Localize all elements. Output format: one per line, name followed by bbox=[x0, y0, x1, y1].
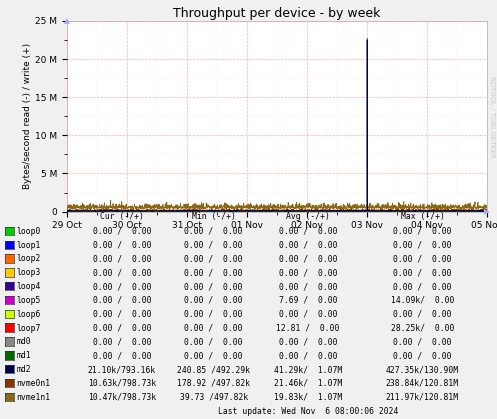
Text: 0.00 /  0.00: 0.00 / 0.00 bbox=[279, 268, 337, 277]
Text: Min (-/+): Min (-/+) bbox=[192, 212, 236, 221]
Text: 14.09k/  0.00: 14.09k/ 0.00 bbox=[391, 296, 454, 305]
Text: 0.00 /  0.00: 0.00 / 0.00 bbox=[393, 337, 452, 347]
Text: 240.85 /492.29k: 240.85 /492.29k bbox=[177, 365, 250, 374]
Text: 0.00 /  0.00: 0.00 / 0.00 bbox=[393, 282, 452, 291]
Text: 0.00 /  0.00: 0.00 / 0.00 bbox=[184, 282, 243, 291]
Text: 0.00 /  0.00: 0.00 / 0.00 bbox=[393, 227, 452, 236]
Y-axis label: Bytes/second read (-) / write (+): Bytes/second read (-) / write (+) bbox=[23, 43, 32, 189]
Text: 10.47k/798.73k: 10.47k/798.73k bbox=[87, 393, 156, 402]
Text: 0.00 /  0.00: 0.00 / 0.00 bbox=[184, 227, 243, 236]
Text: loop1: loop1 bbox=[16, 241, 41, 250]
Text: RDTOOL / TOBI OETKER: RDTOOL / TOBI OETKER bbox=[489, 76, 495, 158]
Text: md1: md1 bbox=[16, 351, 31, 360]
Text: 238.84k/120.81M: 238.84k/120.81M bbox=[386, 379, 459, 388]
Text: 0.00 /  0.00: 0.00 / 0.00 bbox=[279, 254, 337, 264]
Text: 0.00 /  0.00: 0.00 / 0.00 bbox=[92, 282, 151, 291]
Text: 0.00 /  0.00: 0.00 / 0.00 bbox=[279, 282, 337, 291]
Text: 0.00 /  0.00: 0.00 / 0.00 bbox=[279, 227, 337, 236]
Text: 0.00 /  0.00: 0.00 / 0.00 bbox=[393, 351, 452, 360]
Text: 0.00 /  0.00: 0.00 / 0.00 bbox=[92, 268, 151, 277]
Text: 0.00 /  0.00: 0.00 / 0.00 bbox=[393, 241, 452, 250]
Text: Cur (-/+): Cur (-/+) bbox=[100, 212, 144, 221]
Text: 0.00 /  0.00: 0.00 / 0.00 bbox=[279, 351, 337, 360]
Text: 7.69 /  0.00: 7.69 / 0.00 bbox=[279, 296, 337, 305]
Text: loop7: loop7 bbox=[16, 323, 41, 333]
Text: loop2: loop2 bbox=[16, 254, 41, 264]
Text: 0.00 /  0.00: 0.00 / 0.00 bbox=[184, 268, 243, 277]
Text: 0.00 /  0.00: 0.00 / 0.00 bbox=[92, 310, 151, 319]
Text: 41.29k/  1.07M: 41.29k/ 1.07M bbox=[274, 365, 342, 374]
Text: 178.92 /497.82k: 178.92 /497.82k bbox=[177, 379, 250, 388]
Text: Max (-/+): Max (-/+) bbox=[401, 212, 444, 221]
Text: 10.63k/798.73k: 10.63k/798.73k bbox=[87, 379, 156, 388]
Text: loop6: loop6 bbox=[16, 310, 41, 319]
Text: 0.00 /  0.00: 0.00 / 0.00 bbox=[184, 254, 243, 264]
Text: loop0: loop0 bbox=[16, 227, 41, 236]
Text: 0.00 /  0.00: 0.00 / 0.00 bbox=[92, 254, 151, 264]
Text: 0.00 /  0.00: 0.00 / 0.00 bbox=[184, 296, 243, 305]
Text: 0.00 /  0.00: 0.00 / 0.00 bbox=[393, 310, 452, 319]
Text: md2: md2 bbox=[16, 365, 31, 374]
Text: 28.25k/  0.00: 28.25k/ 0.00 bbox=[391, 323, 454, 333]
Text: 0.00 /  0.00: 0.00 / 0.00 bbox=[92, 351, 151, 360]
Text: 0.00 /  0.00: 0.00 / 0.00 bbox=[92, 337, 151, 347]
Text: 39.73 /497.82k: 39.73 /497.82k bbox=[179, 393, 248, 402]
Text: 0.00 /  0.00: 0.00 / 0.00 bbox=[92, 241, 151, 250]
Text: 0.00 /  0.00: 0.00 / 0.00 bbox=[92, 323, 151, 333]
Text: loop5: loop5 bbox=[16, 296, 41, 305]
Text: Avg (-/+): Avg (-/+) bbox=[286, 212, 330, 221]
Text: loop3: loop3 bbox=[16, 268, 41, 277]
Text: 0.00 /  0.00: 0.00 / 0.00 bbox=[279, 241, 337, 250]
Text: 427.35k/130.90M: 427.35k/130.90M bbox=[386, 365, 459, 374]
Text: loop4: loop4 bbox=[16, 282, 41, 291]
Text: nvme1n1: nvme1n1 bbox=[16, 393, 51, 402]
Text: 12.81 /  0.00: 12.81 / 0.00 bbox=[276, 323, 340, 333]
Text: 0.00 /  0.00: 0.00 / 0.00 bbox=[184, 310, 243, 319]
Title: Throughput per device - by week: Throughput per device - by week bbox=[173, 7, 381, 20]
Text: 0.00 /  0.00: 0.00 / 0.00 bbox=[184, 337, 243, 347]
Text: 0.00 /  0.00: 0.00 / 0.00 bbox=[393, 254, 452, 264]
Text: 19.83k/  1.07M: 19.83k/ 1.07M bbox=[274, 393, 342, 402]
Text: Last update: Wed Nov  6 08:00:06 2024: Last update: Wed Nov 6 08:00:06 2024 bbox=[218, 406, 398, 416]
Text: 211.97k/120.81M: 211.97k/120.81M bbox=[386, 393, 459, 402]
Text: 0.00 /  0.00: 0.00 / 0.00 bbox=[393, 268, 452, 277]
Text: 0.00 /  0.00: 0.00 / 0.00 bbox=[92, 296, 151, 305]
Text: 0.00 /  0.00: 0.00 / 0.00 bbox=[184, 351, 243, 360]
Text: 21.46k/  1.07M: 21.46k/ 1.07M bbox=[274, 379, 342, 388]
Text: md0: md0 bbox=[16, 337, 31, 347]
Text: 0.00 /  0.00: 0.00 / 0.00 bbox=[184, 241, 243, 250]
Text: 21.10k/793.16k: 21.10k/793.16k bbox=[87, 365, 156, 374]
Text: 0.00 /  0.00: 0.00 / 0.00 bbox=[92, 227, 151, 236]
Text: 0.00 /  0.00: 0.00 / 0.00 bbox=[279, 337, 337, 347]
Text: nvme0n1: nvme0n1 bbox=[16, 379, 51, 388]
Text: 0.00 /  0.00: 0.00 / 0.00 bbox=[184, 323, 243, 333]
Text: 0.00 /  0.00: 0.00 / 0.00 bbox=[279, 310, 337, 319]
